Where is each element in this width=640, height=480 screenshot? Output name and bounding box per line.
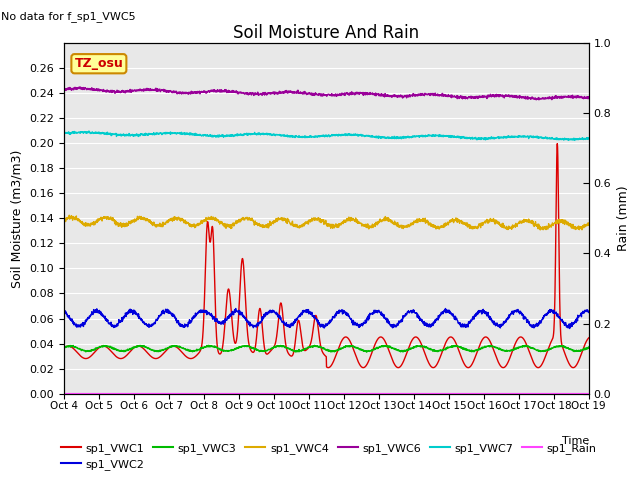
sp1_VWC3 xyxy=(60,345,68,350)
sp1_VWC3 xyxy=(585,344,593,350)
sp1_Rain xyxy=(570,391,577,396)
sp1_VWC7 xyxy=(570,135,577,141)
sp1_VWC7 xyxy=(60,131,68,136)
sp1_VWC3 xyxy=(87,348,95,354)
sp1_VWC2 xyxy=(87,312,95,318)
sp1_VWC3 xyxy=(316,344,323,350)
Y-axis label: Soil Moisture (m3/m3): Soil Moisture (m3/m3) xyxy=(11,149,24,288)
Text: No data for f_sp1_VWC5: No data for f_sp1_VWC5 xyxy=(1,11,136,22)
sp1_VWC1 xyxy=(499,365,507,371)
Line: sp1_VWC2: sp1_VWC2 xyxy=(64,309,589,328)
sp1_VWC3 xyxy=(570,348,578,354)
sp1_VWC1 xyxy=(570,365,578,371)
sp1_VWC6 xyxy=(474,95,481,101)
sp1_VWC6 xyxy=(87,86,95,92)
sp1_VWC2 xyxy=(60,308,68,314)
sp1_VWC2 xyxy=(301,307,309,313)
Line: sp1_VWC4: sp1_VWC4 xyxy=(64,215,589,230)
sp1_VWC7 xyxy=(316,133,323,139)
sp1_Rain xyxy=(474,391,481,396)
sp1_VWC1 xyxy=(60,345,68,351)
sp1_VWC3 xyxy=(301,346,309,351)
sp1_VWC7 xyxy=(85,128,93,134)
Title: Soil Moisture And Rain: Soil Moisture And Rain xyxy=(234,24,419,42)
sp1_VWC3 xyxy=(474,347,481,353)
Line: sp1_VWC7: sp1_VWC7 xyxy=(64,131,589,141)
sp1_VWC6 xyxy=(76,84,83,90)
sp1_VWC2 xyxy=(585,310,593,315)
sp1_VWC1 xyxy=(316,334,323,339)
sp1_VWC1 xyxy=(474,348,481,354)
sp1_VWC2 xyxy=(474,310,481,316)
sp1_VWC3 xyxy=(363,349,371,355)
Line: sp1_VWC6: sp1_VWC6 xyxy=(64,87,589,100)
sp1_VWC1 xyxy=(570,364,578,370)
sp1_VWC4 xyxy=(87,221,95,227)
sp1_Rain xyxy=(570,391,577,396)
sp1_VWC6 xyxy=(60,87,68,93)
sp1_VWC6 xyxy=(316,91,323,97)
sp1_VWC4 xyxy=(585,222,593,228)
sp1_VWC6 xyxy=(570,94,578,99)
sp1_VWC4 xyxy=(60,218,68,224)
sp1_VWC4 xyxy=(570,224,578,230)
Y-axis label: Rain (mm): Rain (mm) xyxy=(617,186,630,251)
Text: TZ_osu: TZ_osu xyxy=(74,57,124,70)
Line: sp1_VWC1: sp1_VWC1 xyxy=(64,144,589,368)
sp1_VWC4 xyxy=(474,226,481,231)
sp1_VWC6 xyxy=(570,95,578,101)
sp1_VWC7 xyxy=(301,133,309,139)
sp1_VWC1 xyxy=(585,335,593,341)
sp1_Rain xyxy=(585,391,593,396)
sp1_VWC6 xyxy=(535,97,543,103)
sp1_VWC3 xyxy=(570,348,578,354)
sp1_VWC6 xyxy=(301,90,309,96)
sp1_Rain xyxy=(60,391,68,396)
sp1_VWC1 xyxy=(87,353,95,359)
sp1_VWC2 xyxy=(232,306,239,312)
sp1_VWC2 xyxy=(570,321,578,326)
sp1_VWC4 xyxy=(570,226,578,232)
sp1_VWC4 xyxy=(65,212,73,218)
Text: Time: Time xyxy=(561,436,589,445)
Legend: sp1_VWC1, sp1_VWC2, sp1_VWC3, sp1_VWC4, sp1_VWC6, sp1_VWC7, sp1_Rain: sp1_VWC1, sp1_VWC2, sp1_VWC3, sp1_VWC4, … xyxy=(57,438,601,474)
sp1_VWC4 xyxy=(316,219,323,225)
sp1_VWC4 xyxy=(301,219,309,225)
sp1_VWC7 xyxy=(570,135,578,141)
sp1_VWC2 xyxy=(566,325,573,331)
sp1_VWC7 xyxy=(585,135,593,141)
Line: sp1_VWC3: sp1_VWC3 xyxy=(64,345,589,352)
sp1_VWC1 xyxy=(301,348,309,353)
sp1_VWC7 xyxy=(571,138,579,144)
sp1_VWC7 xyxy=(474,136,481,142)
sp1_VWC1 xyxy=(554,141,561,146)
sp1_VWC4 xyxy=(536,227,544,233)
sp1_Rain xyxy=(316,391,323,396)
sp1_VWC3 xyxy=(522,342,529,348)
sp1_VWC2 xyxy=(570,320,578,326)
sp1_VWC6 xyxy=(585,94,593,100)
sp1_VWC2 xyxy=(316,322,323,327)
sp1_VWC7 xyxy=(87,131,95,136)
sp1_Rain xyxy=(87,391,95,396)
sp1_Rain xyxy=(301,391,309,396)
